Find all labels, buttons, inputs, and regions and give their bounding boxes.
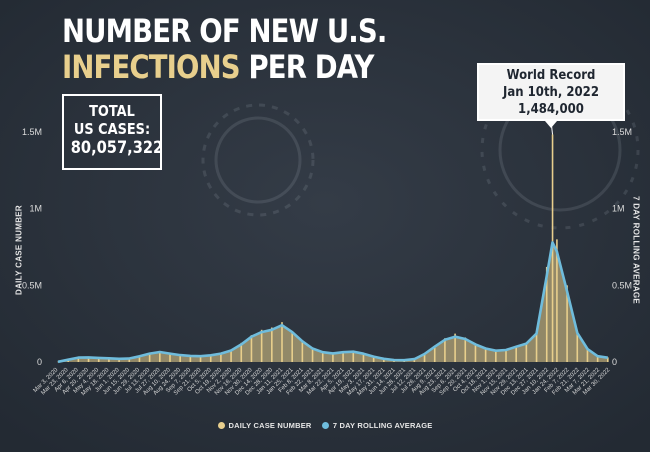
legend-swatch-average: [321, 422, 329, 429]
y-tick-label-right: 1.5M: [612, 127, 632, 137]
y-tick-label-left: 1.5M: [22, 127, 42, 137]
total-cases-label: TOTAL US CASES:: [73, 102, 151, 138]
headline-highlight: INFECTIONS: [62, 48, 241, 86]
legend-item-average: 7 DAY ROLLING AVERAGE: [321, 421, 433, 430]
legend-item-daily: DAILY CASE NUMBER: [217, 421, 312, 430]
record-value: 1,484,000: [518, 102, 584, 117]
legend-swatch-daily: [217, 422, 225, 429]
y-tick-label-right: 0.5M: [612, 280, 632, 290]
legend: DAILY CASE NUMBER 7 DAY ROLLING AVERAGE: [0, 421, 650, 431]
legend-label-average: 7 DAY ROLLING AVERAGE: [332, 421, 433, 430]
total-cases-box: TOTAL US CASES: 80,057,322: [62, 94, 164, 170]
record-date: Jan 10th, 2022: [503, 85, 599, 100]
legend-label-daily: DAILY CASE NUMBER: [228, 421, 312, 430]
y-tick-label-right: 1M: [612, 204, 625, 214]
y-tick-label-left: 1M: [29, 204, 42, 214]
headline-line-1: NUMBER OF NEW U.S.: [62, 12, 387, 50]
daily-case-bar: [607, 357, 609, 362]
y-tick-label-left: 0.5M: [22, 280, 42, 290]
headline-rest: PER DAY: [248, 48, 374, 86]
total-cases-value: 80,057,322: [70, 138, 164, 158]
record-title: World Record: [506, 68, 596, 83]
world-record-callout: World Record Jan 10th, 2022 1,484,000: [477, 63, 625, 121]
y-tick-label-left: 0: [37, 357, 42, 367]
headline: NUMBER OF NEW U.S. INFECTIONS PER DAY: [62, 12, 387, 85]
rolling-average-line: [57, 241, 608, 364]
y-tick-label-right: 0: [612, 357, 617, 367]
record-pointer-arrow: [545, 121, 557, 128]
headline-line-2: INFECTIONS PER DAY: [62, 49, 386, 85]
daily-case-area: [58, 242, 608, 362]
